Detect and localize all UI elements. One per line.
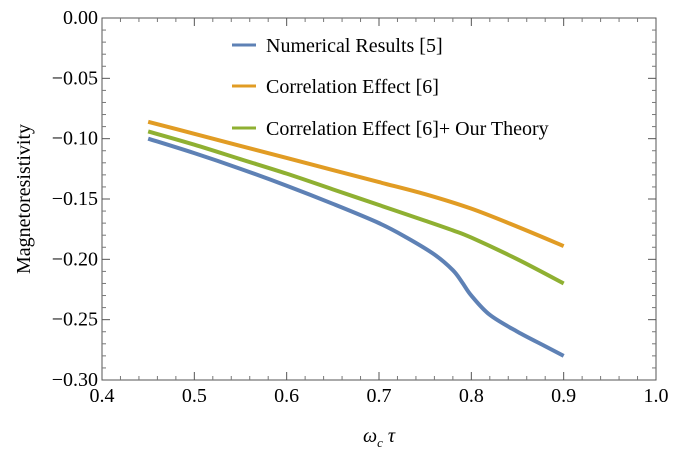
series-lines <box>147 119 565 358</box>
y-axis-title: Magnetoresistivity <box>13 124 35 274</box>
series-numerical-results <box>147 136 565 358</box>
x-tick-label: 0.8 <box>459 385 484 407</box>
legend-label: Correlation Effect [6] <box>266 76 439 98</box>
x-tick-label: 0.7 <box>367 385 392 407</box>
legend: Numerical Results [5] Correlation Effect … <box>232 35 549 140</box>
y-tick-label: −0.30 <box>52 369 98 391</box>
x-tick-label: 1.0 <box>644 385 669 407</box>
y-tick-label: −0.25 <box>52 309 98 331</box>
x-axis-title-symbol: ω <box>363 425 377 447</box>
y-tick-label: −0.20 <box>52 248 98 270</box>
series-correlation-effect <box>147 119 565 248</box>
x-axis-title-subscript: c <box>377 435 383 450</box>
y-tick-label: −0.15 <box>52 188 98 210</box>
x-tick-label: 0.6 <box>274 385 299 407</box>
y-tick-label: −0.05 <box>52 67 98 89</box>
axis-ticks <box>101 17 657 381</box>
y-tick-label: 0.00 <box>63 7 98 29</box>
series-correlation-effect-our-theory <box>147 129 565 286</box>
y-tick-label: −0.10 <box>52 128 98 150</box>
x-axis-title-tail: τ <box>383 425 396 447</box>
x-axis-title: ωc τ <box>363 425 396 450</box>
plot-frame <box>101 17 657 381</box>
legend-label: Correlation Effect [6]+ Our Theory <box>266 118 549 140</box>
x-tick-label: 0.4 <box>90 385 115 407</box>
x-tick-label: 0.9 <box>551 385 576 407</box>
legend-label: Numerical Results [5] <box>266 35 443 57</box>
x-tick-label: 0.5 <box>182 385 207 407</box>
tick-labels: 0.4 0.5 0.6 0.7 0.8 0.9 1.0 0.00 −0.05 −0.10 −0.15… <box>52 7 669 407</box>
